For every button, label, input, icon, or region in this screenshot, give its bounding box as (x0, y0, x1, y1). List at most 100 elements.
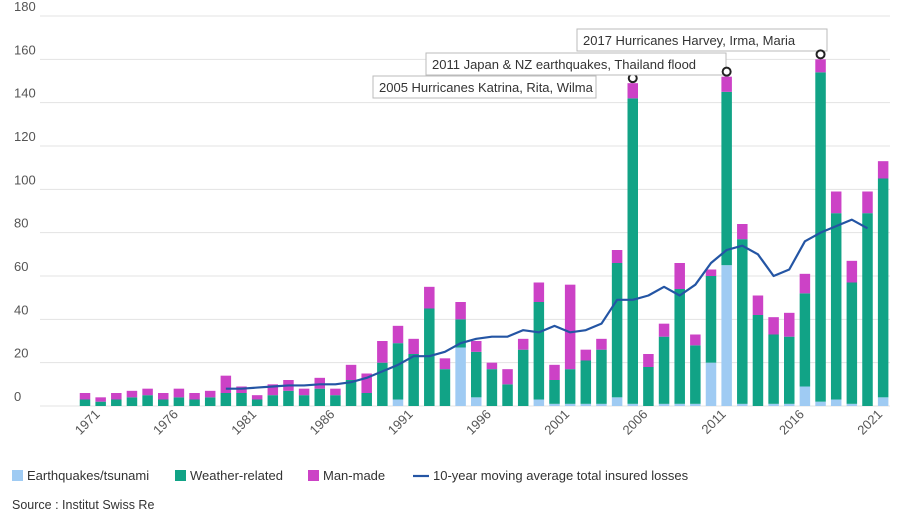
bar-segment (158, 393, 169, 400)
bar-segment (549, 364, 560, 380)
bar-segment (533, 302, 545, 400)
bar-segment (361, 373, 372, 393)
bar-segment (95, 401, 106, 406)
bar-segment (424, 286, 435, 309)
bar-segment (721, 76, 732, 92)
stacked-bars (79, 59, 889, 406)
bar-segment (392, 325, 404, 344)
bar-segment (846, 282, 858, 404)
bar-segment (784, 336, 795, 404)
bar-segment (721, 91, 732, 266)
bar-segment (173, 388, 185, 398)
annotation-box (576, 28, 828, 52)
bar-segment (95, 397, 106, 402)
legend-label: Man-made (323, 468, 385, 483)
y-tick-label: 0 (14, 389, 21, 404)
bar-segment (79, 399, 91, 406)
bar-segment (862, 213, 873, 406)
bar-segment (815, 401, 826, 406)
bar-segment (768, 403, 779, 406)
y-axis-ticks: 0 20 40 60 80 100 120 140 160 180 (14, 0, 36, 404)
bar-segment (314, 388, 325, 406)
bar-segment (471, 341, 482, 352)
bar-segment (564, 369, 576, 404)
bar-segment (877, 161, 889, 179)
bar-segment (705, 276, 717, 363)
bar-segment (611, 250, 623, 263)
bar-segment (204, 390, 216, 398)
bar-segment (158, 399, 169, 406)
bar-segment (768, 317, 779, 335)
bar-segment (658, 403, 670, 406)
bar-segment (142, 395, 153, 406)
bar-segment (674, 263, 685, 289)
bar-segment (705, 269, 717, 276)
bar-segment (220, 375, 232, 393)
bar-segment (204, 397, 216, 406)
bar-segment (517, 349, 529, 406)
bar-segment (721, 265, 732, 406)
y-tick-label: 120 (14, 129, 36, 144)
bar-segment (502, 384, 513, 406)
bar-segment (643, 354, 654, 367)
bar-segment (533, 399, 545, 406)
bar-segment (251, 399, 263, 406)
bar-segment (79, 393, 91, 400)
bar-segment (377, 341, 388, 363)
y-tick-label: 20 (14, 346, 28, 361)
bar-segment (173, 397, 185, 406)
bar-segment (455, 347, 466, 406)
x-axis-ticks: 1971 1976 1981 1986 1991 1996 2001 2006 2011 2016… (72, 407, 886, 438)
annotation-label: 2011 Japan & NZ earthquakes, Thailand fl… (432, 57, 696, 72)
x-tick-label: 1971 (72, 407, 103, 438)
moving-average-polyline (225, 218, 869, 390)
bar-segment (236, 393, 247, 406)
bar-segment (455, 302, 466, 320)
bar-segment (533, 282, 545, 302)
bar-segment (377, 362, 388, 406)
bar-segment (580, 360, 592, 404)
bar-segment (611, 263, 623, 398)
legend-label: 10-year moving average total insured los… (433, 468, 689, 483)
bar-segment (471, 397, 482, 406)
bar-segment (549, 380, 560, 404)
annotation-marker (815, 49, 826, 60)
legend-label: Earthquakes/tsunami (27, 468, 149, 483)
bar-segment (846, 260, 858, 283)
bar-segment (330, 395, 341, 406)
bar-segment (267, 395, 279, 406)
bar-segment (627, 98, 638, 404)
bar-segment (439, 369, 451, 406)
source-note: Source : Institut Swiss Re (12, 498, 154, 512)
y-tick-label: 40 (14, 302, 28, 317)
y-tick-label: 80 (14, 216, 28, 231)
bar-segment (643, 367, 654, 406)
bar-segment (439, 358, 451, 370)
bar-segment (674, 289, 685, 404)
bar-segment (142, 388, 153, 396)
bar-segment (768, 334, 779, 404)
x-tick-label: 1996 (463, 407, 494, 438)
y-tick-label: 140 (14, 86, 36, 101)
y-tick-label: 100 (14, 172, 36, 187)
bar-segment (549, 403, 560, 406)
bar-segment (392, 399, 404, 406)
legend-swatch (12, 470, 23, 481)
bar-segment (830, 213, 842, 400)
bar-segment (627, 83, 638, 99)
bar-segment (862, 191, 873, 214)
x-tick-label: 1986 (306, 407, 337, 438)
bar-segment (705, 362, 717, 406)
bar-segment (408, 338, 419, 354)
bar-segment (877, 397, 889, 406)
event-annotations: 2005 Hurricanes Katrina, Rita, Wilma 2011… (372, 28, 828, 99)
x-tick-label: 1991 (385, 407, 416, 438)
annotation-marker (721, 66, 732, 77)
bar-segment (815, 59, 826, 73)
bar-segment (283, 390, 294, 406)
bar-segment (486, 369, 498, 406)
bar-segment (627, 403, 638, 406)
y-tick-label: 60 (14, 259, 28, 274)
annotation-label: 2005 Hurricanes Katrina, Rita, Wilma (379, 80, 594, 95)
